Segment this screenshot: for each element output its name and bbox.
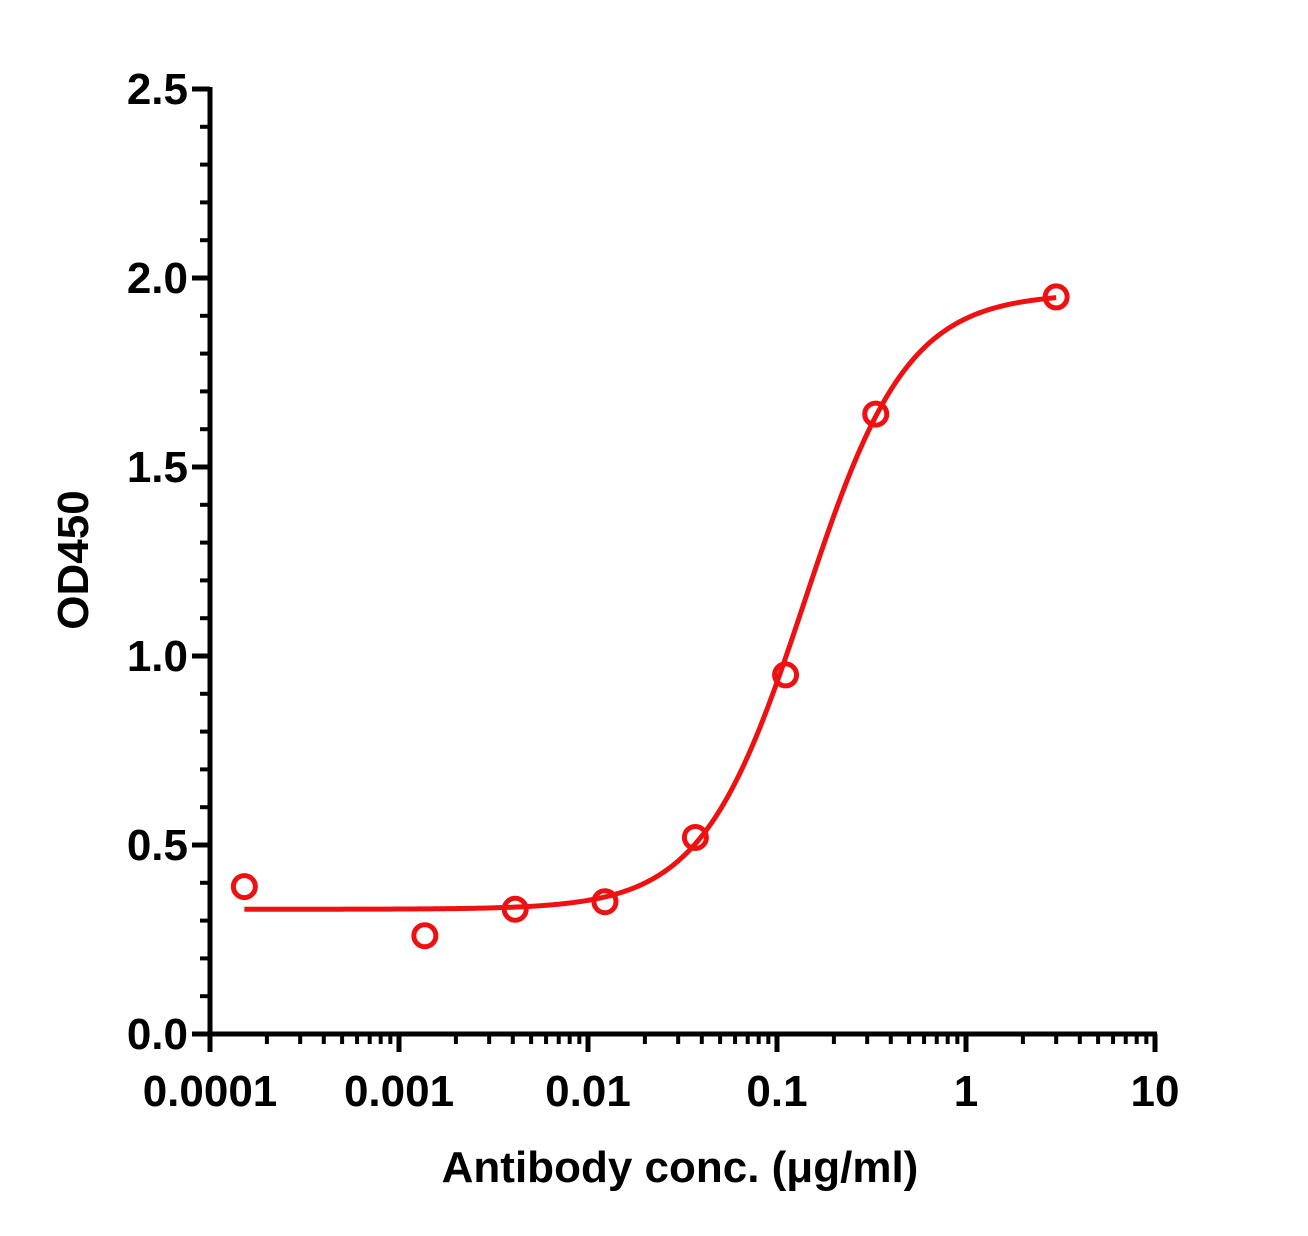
data-point [501,895,529,923]
x-tick-label: 0.001 [344,1067,454,1116]
y-tick-label: 2.5 [127,65,188,114]
fit-curve [244,295,1057,912]
y-axis-title: OD450 [49,490,98,629]
y-tick-label: 0.5 [127,821,188,870]
x-tick-label: 10 [1131,1067,1180,1116]
data-point [1042,283,1070,311]
data-point [681,823,709,851]
y-tick-label: 0.0 [127,1010,188,1059]
y-tick-label: 2.0 [127,254,188,303]
x-tick-label: 0.1 [746,1067,807,1116]
plot-area [230,283,1070,950]
data-point [591,888,619,916]
data-point [772,661,800,689]
data-point [411,922,439,950]
x-tick-label: 1 [954,1067,978,1116]
x-axis: 0.0001 0.001 0.01 0.1 1 10 [143,1031,1180,1116]
y-tick-label: 1.0 [127,632,188,681]
y-tick-label: 1.5 [127,443,188,492]
y-axis: 0.0 0.5 1.0 1.5 2.0 2.5 [127,65,213,1059]
x-tick-label: 0.0001 [143,1067,278,1116]
data-point [862,400,890,428]
x-tick-label: 0.01 [545,1067,631,1116]
x-axis-title: Antibody conc. (μg/ml) [442,1143,919,1192]
data-point [230,873,258,901]
